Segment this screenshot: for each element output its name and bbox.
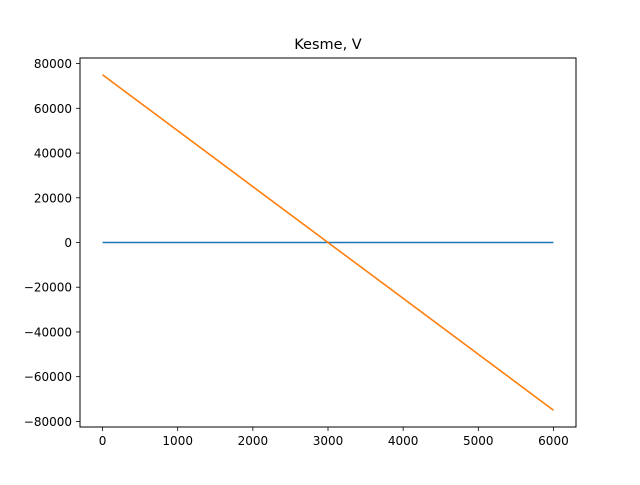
- y-tick-label: −60000: [24, 370, 72, 384]
- x-tick-label: 4000: [388, 434, 419, 448]
- x-tick-label: 1000: [162, 434, 193, 448]
- series-layer: [102, 74, 554, 411]
- y-tick-label: 60000: [34, 102, 72, 116]
- y-tick-label: −80000: [24, 415, 72, 429]
- ticks-layer: 0 1000 2000 3000 4000 5000 6000 −80000 −60000 −40…: [24, 57, 569, 448]
- y-tick-label: 0: [64, 236, 72, 250]
- x-tick-label: 0: [99, 434, 107, 448]
- y-tick-label: −40000: [24, 325, 72, 339]
- y-tick-label: −20000: [24, 281, 72, 295]
- x-tick-label: 6000: [538, 434, 569, 448]
- series-line-1: [102, 74, 554, 411]
- x-tick-label: 3000: [313, 434, 344, 448]
- x-tick-label: 2000: [238, 434, 269, 448]
- y-tick-label: 20000: [34, 191, 72, 205]
- y-tick-label: 80000: [34, 57, 72, 71]
- chart-title: Kesme, V: [294, 37, 362, 53]
- y-tick-label: 40000: [34, 147, 72, 161]
- x-tick-label: 5000: [463, 434, 494, 448]
- plot-frame: [79, 57, 577, 428]
